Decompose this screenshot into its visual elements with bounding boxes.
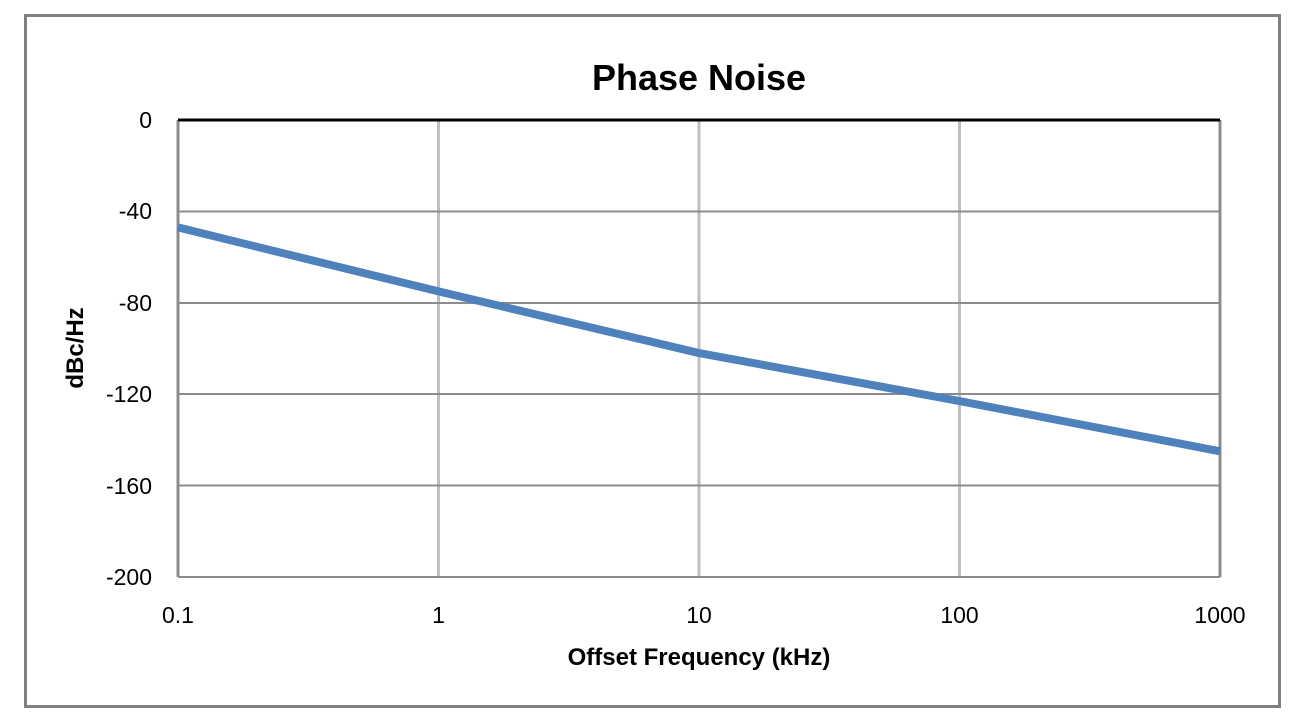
chart-frame	[24, 14, 1281, 708]
y-tick-label: -40	[118, 198, 152, 225]
y-tick-label: -80	[118, 289, 152, 316]
y-tick-label: 0	[139, 107, 152, 133]
y-tick-label: -160	[105, 472, 152, 499]
x-tick-label: 100	[940, 602, 979, 628]
x-tick-label: 1000	[1194, 602, 1246, 628]
x-tick-label: 1	[432, 602, 445, 628]
chart-title: Phase Noise	[591, 57, 807, 98]
x-tick-label: 10	[686, 602, 712, 628]
x-axis-title: Offset Frequency (kHz)	[567, 644, 831, 671]
y-axis-title: dBc/Hz	[62, 307, 89, 389]
series-line	[177, 223, 1221, 456]
plot-area	[176, 118, 1222, 578]
y-tick-label: -200	[105, 564, 152, 590]
x-tick-label: 0.1	[162, 602, 194, 628]
y-tick-label: -120	[105, 381, 152, 408]
